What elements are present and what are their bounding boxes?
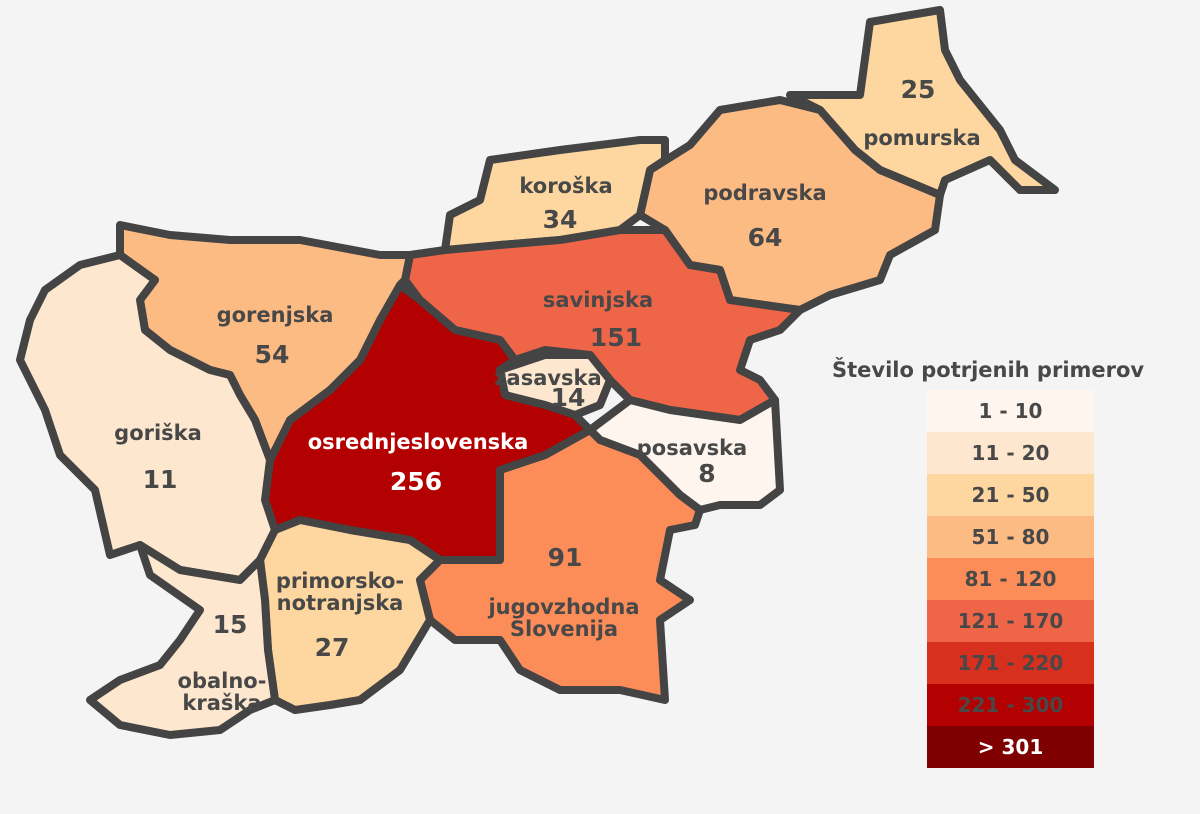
label-pomurska: pomurska xyxy=(863,125,981,150)
region-obalno xyxy=(86,541,279,739)
legend-item: 171 - 220 xyxy=(927,642,1094,684)
legend-item: 221 - 300 xyxy=(927,684,1094,726)
legend: 1 - 10 11 - 20 21 - 50 51 - 80 81 - 120 121 -… xyxy=(927,390,1094,768)
label-pomurska-value: 25 xyxy=(900,74,936,104)
legend-title: Število potrjenih primerov xyxy=(832,358,1145,382)
label-podravska-value: 64 xyxy=(747,222,783,252)
legend-item: > 301 xyxy=(927,726,1094,768)
label-koroska-value: 34 xyxy=(542,204,578,234)
legend-item: 81 - 120 xyxy=(927,558,1094,600)
legend-item: 11 - 20 xyxy=(927,432,1094,474)
label-savinjska: savinjska xyxy=(542,287,654,312)
label-goriska: goriška xyxy=(114,420,202,445)
label-primorsko-notranjska-value: 27 xyxy=(314,632,350,662)
label-osrednjeslovenska-value: 256 xyxy=(389,466,443,496)
label-jugovzhodna: jugovzhodna Slovenija xyxy=(488,594,640,641)
label-posavska-value: 8 xyxy=(698,458,716,488)
label-obalno-kraska-value: 15 xyxy=(212,609,248,639)
label-gorenjska: gorenjska xyxy=(216,302,334,327)
label-savinjska-value: 151 xyxy=(589,322,643,352)
legend-item: 51 - 80 xyxy=(927,516,1094,558)
region-goriska xyxy=(16,251,279,584)
label-osrednjeslovenska: osrednjeslovenska xyxy=(307,429,529,454)
label-goriska-value: 11 xyxy=(142,464,178,494)
legend-item: 121 - 170 xyxy=(927,600,1094,642)
label-koroska: koroška xyxy=(519,173,613,198)
label-primorsko-notranjska: primorsko-notranjska xyxy=(275,568,405,615)
label-jugovzhodna-value: 91 xyxy=(547,542,583,572)
legend-item: 1 - 10 xyxy=(927,390,1094,432)
region-primorsko xyxy=(256,516,444,714)
label-gorenjska-value: 54 xyxy=(254,339,290,369)
label-posavska: posavska xyxy=(636,435,748,460)
label-zasavska-value: 14 xyxy=(550,382,586,412)
legend-item: 21 - 50 xyxy=(927,474,1094,516)
label-zasavska: zasavska xyxy=(494,365,602,390)
label-podravska: podravska xyxy=(703,180,827,205)
label-obalno-kraska: obalno-kraška xyxy=(177,668,267,715)
